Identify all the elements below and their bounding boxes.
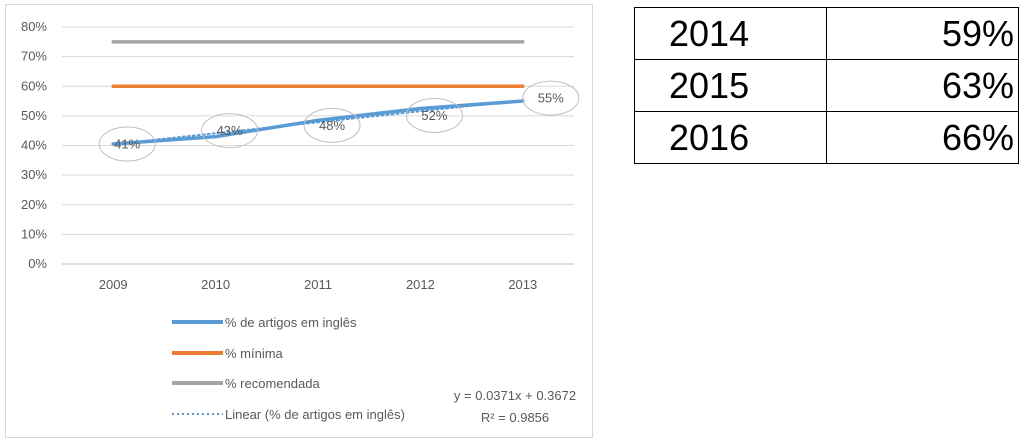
table-row: 2015 63%: [634, 59, 1019, 112]
table-value-cell: 66%: [826, 111, 1019, 164]
legend-label: Linear (% de artigos em inglês): [225, 407, 405, 422]
chart-panel: 0% 10% 20% 30% 40% 50% 60% 70% 80% 2009 2010 2011 20…: [5, 4, 593, 438]
data-label: 41%: [114, 137, 140, 152]
data-label-bubble: [98, 126, 156, 162]
data-label-bubble: [201, 113, 259, 149]
series-line: [112, 99, 524, 146]
data-label-bubble: [522, 80, 580, 116]
data-label-bubble: [405, 97, 463, 133]
series-line: [111, 99, 525, 146]
x-tick-label: 2012: [406, 277, 435, 292]
table-year-cell: 2015: [634, 59, 827, 112]
y-tick-label: 30%: [21, 167, 47, 182]
data-label: 52%: [421, 108, 447, 123]
y-tick-label: 50%: [21, 108, 47, 123]
y-tick-label: 20%: [21, 197, 47, 212]
y-tick-label: 10%: [21, 226, 47, 241]
legend-label: % de artigos em inglês: [225, 315, 357, 330]
x-tick-label: 2011: [304, 277, 332, 292]
table-year-cell: 2014: [634, 7, 827, 60]
x-tick-label: 2009: [99, 277, 128, 292]
projection-table: 2014 59% 2015 63% 2016 66%: [634, 7, 1019, 164]
trendline-r-squared: R² = 0.9856: [481, 410, 549, 425]
data-label: 43%: [217, 123, 243, 138]
data-label: 48%: [319, 118, 345, 133]
trendline-equation: y = 0.0371x + 0.3672: [454, 388, 576, 403]
y-tick-label: 40%: [21, 138, 47, 153]
table-value-cell: 63%: [826, 59, 1019, 112]
data-label-bubble: [303, 107, 361, 143]
y-tick-label: 70%: [21, 49, 47, 64]
y-tick-label: 0%: [28, 256, 47, 271]
table-value-cell: 59%: [826, 7, 1019, 60]
table-year-cell: 2016: [634, 111, 827, 164]
legend-label: % recomendada: [225, 376, 320, 391]
line-chart: 0% 10% 20% 30% 40% 50% 60% 70% 80% 2009 2010 2011 20…: [21, 19, 580, 425]
legend-label: % mínima: [225, 346, 284, 361]
data-label: 55%: [538, 91, 564, 106]
x-tick-label: 2013: [508, 277, 537, 292]
table-row: 2014 59%: [634, 7, 1019, 60]
y-tick-label: 60%: [21, 78, 47, 93]
table-row: 2016 66%: [634, 111, 1019, 164]
y-tick-label: 80%: [21, 19, 47, 34]
x-tick-label: 2010: [201, 277, 230, 292]
